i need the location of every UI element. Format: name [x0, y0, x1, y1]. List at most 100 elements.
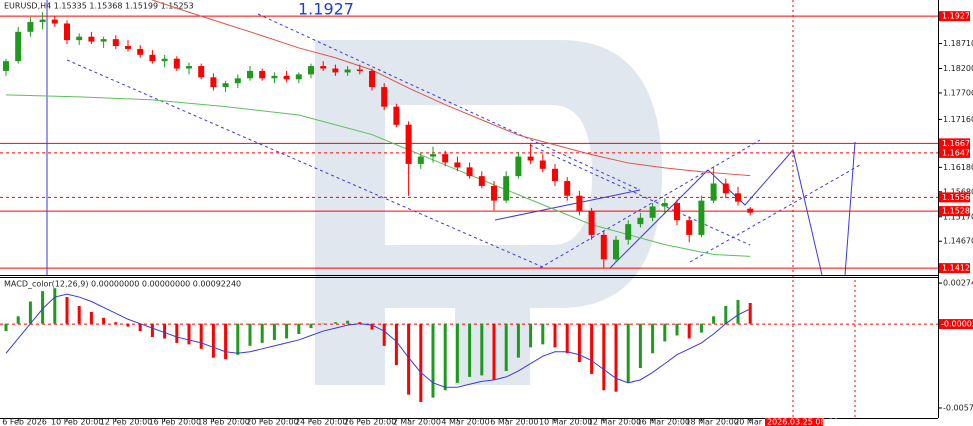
candle-body	[564, 181, 571, 196]
candle-body	[527, 156, 534, 161]
channel-line	[529, 144, 751, 246]
level-label: 1.15566	[942, 193, 973, 202]
y-tick-label: 1.17160	[943, 115, 973, 124]
x-marker-label: 2026.03.25 08:00	[767, 418, 838, 426]
candle-body	[515, 156, 522, 177]
histogram-bar	[138, 323, 142, 332]
x-tick-label: 10 Feb 20:00	[51, 418, 103, 426]
indicator-title: MACD_color(12,26,9) 0.00000000 0.0000000…	[4, 280, 241, 289]
x-tick-label: 18 Mar 20:00	[685, 418, 738, 426]
y-tick-label: 1.17700	[943, 88, 973, 97]
level-label: 1.14121	[942, 264, 973, 273]
candle-body	[247, 70, 253, 79]
histogram-bar	[224, 323, 228, 360]
candle-body	[405, 124, 412, 164]
candle-body	[161, 58, 168, 62]
level-label-box	[939, 147, 970, 158]
histogram-bar	[565, 323, 569, 354]
y-tick-label: -0.0057009	[943, 403, 973, 412]
candle-body	[686, 220, 693, 235]
candle-body	[210, 77, 217, 88]
y-tick-label: 1.18710	[943, 39, 973, 48]
histogram-bar	[407, 323, 411, 395]
x-tick-label: 2 Mar 20:00	[393, 418, 441, 426]
candle-body	[454, 162, 461, 168]
histogram-bar	[309, 323, 313, 329]
candle-body	[491, 185, 497, 201]
histogram-bar	[529, 323, 533, 348]
candle-body	[125, 45, 131, 49]
histogram-bar	[468, 323, 472, 377]
candle-body	[149, 54, 156, 62]
histogram-bar	[236, 323, 240, 355]
candle-body	[747, 208, 754, 213]
candle-body	[332, 68, 339, 73]
level-label: 1.19270	[942, 12, 973, 21]
y-tick-label: 1.14670	[943, 237, 973, 246]
candle-body	[64, 23, 70, 41]
candle-body	[283, 75, 290, 80]
histogram-bar	[358, 322, 362, 324]
candle-body	[112, 39, 119, 46]
signal-line	[5, 293, 751, 388]
candle-body	[588, 211, 595, 235]
histogram-bar	[163, 323, 167, 339]
histogram-bar	[675, 323, 679, 336]
histogram-bar	[443, 323, 447, 391]
candle-body	[51, 19, 58, 24]
histogram-bar	[114, 322, 118, 324]
level-label-box	[939, 263, 970, 274]
wave-line	[609, 148, 823, 276]
histogram-bar	[736, 300, 740, 324]
level-label: 1.15286	[942, 207, 973, 216]
candle-body	[15, 31, 22, 62]
candle-body	[710, 183, 717, 201]
histogram-bar	[126, 323, 130, 327]
candle-body	[735, 193, 741, 202]
candle-body	[222, 83, 229, 88]
histogram-bar	[102, 317, 106, 324]
y-tick-label: 1.15680	[943, 187, 973, 196]
x-tick-label: 16 Mar 20:00	[637, 418, 690, 426]
candle-body	[442, 154, 449, 163]
candle-body	[27, 22, 34, 32]
x-tick-label: 16 Feb 20:00	[149, 418, 201, 426]
wave-line	[494, 189, 641, 221]
level-label: -0.000026	[941, 320, 973, 329]
candle-body	[503, 176, 510, 201]
candle-body	[344, 69, 351, 73]
candle-body	[76, 36, 83, 41]
histogram-bar	[65, 297, 69, 324]
channel-line	[689, 164, 861, 263]
level-label-box	[939, 319, 973, 330]
histogram-bar	[297, 323, 301, 335]
watermark	[315, 40, 662, 385]
x-tick-label: 18 Feb 20:00	[197, 418, 249, 426]
x-tick-label: 26 Feb 20:00	[344, 418, 396, 426]
candle-body	[3, 61, 9, 71]
candle-body	[381, 87, 388, 107]
histogram-bar	[492, 323, 496, 380]
candle-body	[600, 234, 607, 260]
drawings	[46, 0, 861, 418]
histogram-bar	[16, 316, 20, 324]
candle-body	[320, 66, 327, 69]
histogram-bar	[211, 323, 215, 358]
x-tick-label: 10 Mar 20:00	[539, 418, 592, 426]
level-label: 1.16670	[942, 139, 973, 148]
histogram-bar	[419, 323, 423, 403]
candle-body	[649, 206, 656, 218]
candle-body	[88, 36, 95, 42]
candle-body	[417, 156, 424, 164]
histogram-bar	[504, 323, 508, 371]
histogram-bar	[248, 323, 252, 346]
x-marker-box	[765, 418, 823, 426]
candle-body	[186, 66, 192, 69]
histogram-bar	[724, 305, 728, 324]
candle-body	[466, 167, 473, 177]
candle-body	[271, 75, 278, 79]
histogram-bar	[626, 323, 630, 383]
histogram-bar	[553, 323, 557, 348]
candle-body	[576, 195, 583, 212]
candle-body	[393, 106, 400, 125]
